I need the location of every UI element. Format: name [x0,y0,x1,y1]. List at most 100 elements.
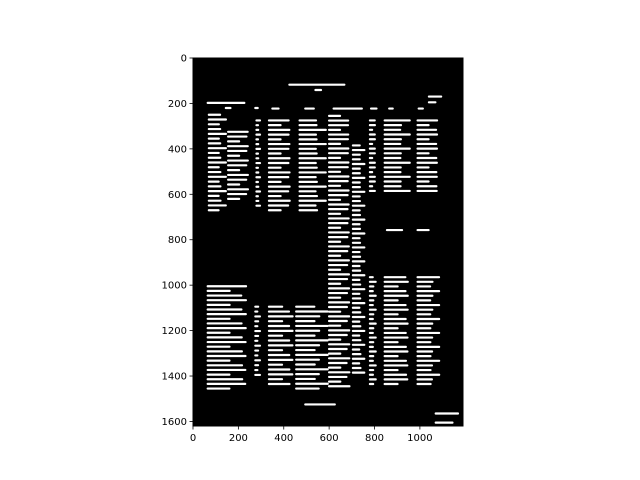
text-line-blob [383,313,399,316]
text-line-blob [416,322,434,325]
text-line-blob [368,175,376,178]
text-line-blob [416,128,438,131]
text-line-blob [267,185,291,188]
text-line-blob [314,88,323,92]
text-line-blob [351,195,361,198]
text-line-blob [206,359,231,362]
text-line-blob [369,107,378,110]
text-line-blob [328,366,342,369]
text-line-blob [383,175,411,178]
text-line-blob [206,350,243,353]
text-line-blob [351,301,366,305]
text-line-blob [328,166,349,169]
text-line-blob [207,180,220,183]
text-line-blob [328,259,350,262]
y-tick-label: 1600 [162,417,187,428]
text-line-blob [383,359,408,362]
text-line-blob [328,175,350,178]
text-line-blob [254,334,260,338]
text-line-blob [254,344,262,347]
text-line-blob [383,345,407,348]
text-line-blob [351,255,362,258]
text-line-blob [416,228,430,232]
text-line-blob [267,349,284,352]
text-line-blob [255,204,262,207]
text-line-blob [295,368,329,371]
text-line-blob [254,373,262,377]
text-line-blob [207,137,220,140]
text-line-blob [351,325,362,328]
text-line-blob [383,373,408,376]
text-line-blob [206,317,231,320]
text-line-blob [383,294,409,297]
text-line-blob [388,107,394,110]
text-line-blob [368,378,377,381]
text-line-blob [416,359,441,362]
text-line-blob [328,161,350,164]
text-line-blob [207,156,222,159]
text-line-blob [351,176,366,179]
text-line-blob [328,333,348,337]
text-line-blob [255,133,262,136]
text-line-blob [328,361,348,365]
text-line-blob [416,152,430,155]
text-line-blob [368,322,377,325]
text-line-blob [383,355,399,358]
text-line-blob [351,348,361,351]
text-line-blob [368,142,374,146]
text-line-blob [328,217,350,220]
text-line-blob [351,329,366,333]
text-line-blob [207,194,220,198]
text-line-blob [328,296,342,299]
text-line-blob [416,355,432,358]
text-line-blob [295,329,321,332]
text-line-blob [267,344,294,347]
text-line-blob [207,147,227,150]
text-line-blob [206,322,243,325]
text-line-blob [328,287,351,290]
text-line-blob [207,175,227,178]
text-line-blob [383,166,402,169]
text-line-blob [368,294,377,297]
text-line-blob [427,95,443,98]
text-line-blob [368,336,377,339]
text-line-blob [295,387,320,390]
text-line-blob [351,283,362,286]
text-line-blob [351,274,366,277]
y-tick-label: 400 [168,144,187,155]
text-line-blob [383,317,407,321]
text-line-blob [328,273,350,276]
text-line-blob [351,297,362,300]
text-line-blob [351,144,361,147]
text-line-blob [298,142,327,146]
y-tick-label: 200 [168,99,187,110]
text-line-blob [383,378,409,381]
text-line-blob [227,169,241,172]
text-line-blob [328,212,342,215]
text-blobs [206,83,460,424]
text-line-blob [295,324,329,328]
text-line-blob [368,156,374,160]
text-line-blob [255,128,260,132]
text-line-blob [267,353,291,357]
text-line-blob [368,124,376,127]
text-line-blob [351,162,366,166]
text-line-blob [295,320,316,323]
text-line-blob [298,194,319,198]
text-line-blob [298,119,318,122]
text-line-blob [416,290,441,293]
text-line-blob [267,180,282,183]
text-line-blob [383,299,399,302]
text-line-blob [206,373,231,376]
text-line-blob [351,357,366,360]
text-line-blob [383,276,407,279]
text-line-blob [416,364,434,367]
text-line-blob [416,161,438,164]
text-line-blob [255,199,260,203]
text-line-blob [368,327,375,330]
text-line-blob [227,159,249,162]
text-line-blob [328,277,349,281]
text-line-blob [298,190,317,193]
text-line-blob [328,263,349,267]
text-line-blob [351,269,362,272]
